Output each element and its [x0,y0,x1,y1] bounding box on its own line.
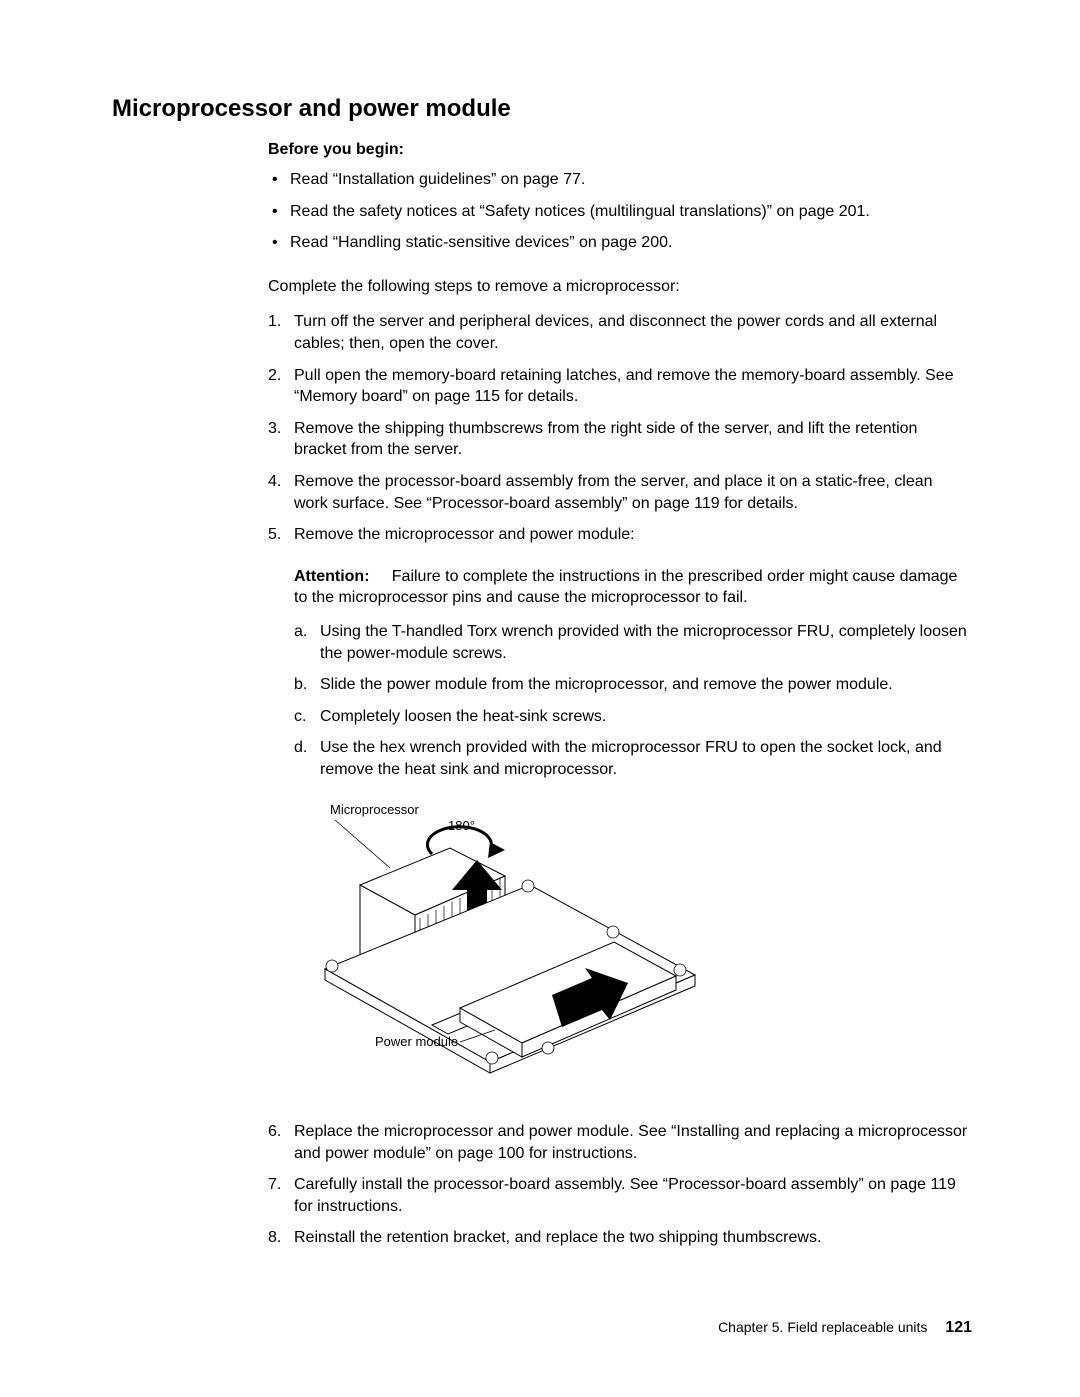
step-item: Turn off the server and peripheral devic… [268,311,968,354]
diagram: Microprocessor 180° [320,800,968,1097]
microprocessor-diagram: Microprocessor 180° [320,800,710,1090]
step-item: Pull open the memory-board retaining lat… [268,365,968,408]
substep-item: Slide the power module from the micropro… [294,674,968,696]
step-item: Remove the microprocessor and power modu… [268,524,968,1097]
step-text: Remove the microprocessor and power modu… [294,526,635,543]
steps-list: Turn off the server and peripheral devic… [268,311,968,1249]
attention-block: Attention: Failure to complete the instr… [294,566,968,609]
section-title: Microprocessor and power module [112,95,972,123]
substep-item: Completely loosen the heat-sink screws. [294,706,968,728]
before-bullets: Read “Installation guidelines” on page 7… [268,169,968,254]
bullet-item: Read the safety notices at “Safety notic… [268,201,968,223]
page-footer: Chapter 5. Field replaceable units 121 [718,1319,972,1337]
step-item: Carefully install the processor-board as… [268,1174,968,1217]
step-item: Remove the shipping thumbscrews from the… [268,418,968,461]
substeps-list: Using the T-handled Torx wrench provided… [294,621,968,781]
attention-text: Failure to complete the instructions in … [294,568,957,607]
footer-page-number: 121 [945,1319,972,1336]
before-begin-label: Before you begin: [268,141,968,159]
footer-chapter: Chapter 5. Field replaceable units [718,1319,927,1335]
step-item: Remove the processor-board assembly from… [268,471,968,514]
attention-label: Attention: [294,568,370,585]
substep-item: Use the hex wrench provided with the mic… [294,737,968,780]
step-item: Reinstall the retention bracket, and rep… [268,1227,968,1249]
body-indented: Before you begin: Read “Installation gui… [268,141,968,1249]
bullet-item: Read “Installation guidelines” on page 7… [268,169,968,191]
intro-text: Complete the following steps to remove a… [268,276,968,298]
label-microprocessor: Microprocessor [330,802,420,817]
substep-item: Using the T-handled Torx wrench provided… [294,621,968,664]
bullet-item: Read “Handling static-sensitive devices”… [268,232,968,254]
page-content: Microprocessor and power module Before y… [112,95,972,1259]
label-power-module: Power module [375,1034,458,1049]
step-item: Replace the microprocessor and power mod… [268,1121,968,1164]
